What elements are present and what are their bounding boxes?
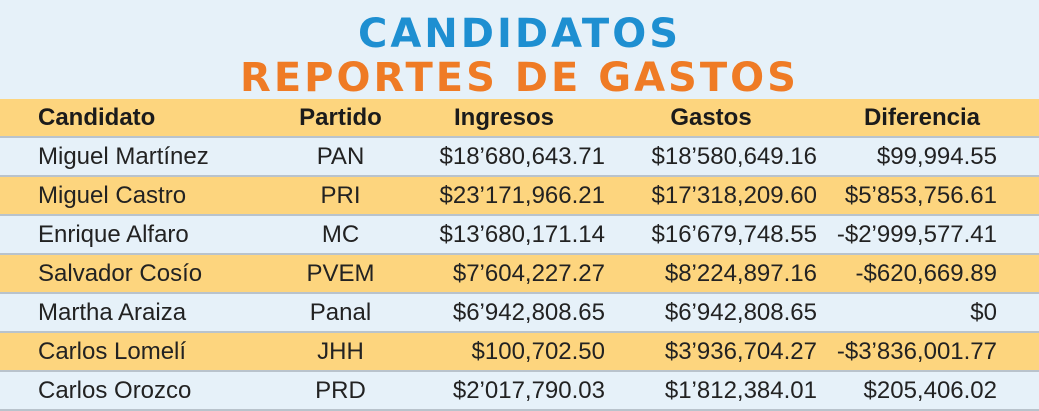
cell-partido: PVEM: [278, 254, 403, 293]
table-row: Miguel Martínez PAN $18’680,643.71 $18’5…: [0, 137, 1039, 176]
header-gastos: Gastos: [605, 99, 817, 137]
cell-ingresos: $23’171,966.21: [403, 176, 605, 215]
cell-ingresos: $13’680,171.14: [403, 215, 605, 254]
cell-candidato: Carlos Lomelí: [0, 332, 278, 371]
header-diferencia: Diferencia: [817, 99, 1039, 137]
cell-gastos: $17’318,209.60: [605, 176, 817, 215]
table-row: Enrique Alfaro MC $13’680,171.14 $16’679…: [0, 215, 1039, 254]
page-title: CANDIDATOS: [357, 11, 682, 57]
cell-gastos: $18’580,649.16: [605, 137, 817, 176]
cell-partido: MC: [278, 215, 403, 254]
table-header-row: Candidato Partido Ingresos Gastos Difere…: [0, 99, 1039, 137]
table-row: Carlos Lomelí JHH $100,702.50 $3’936,704…: [0, 332, 1039, 371]
cell-candidato: Salvador Cosío: [0, 254, 278, 293]
cell-ingresos: $6’942,808.65: [403, 293, 605, 332]
cell-ingresos: $100,702.50: [403, 332, 605, 371]
header-partido: Partido: [278, 99, 403, 137]
table-row: Salvador Cosío PVEM $7’604,227.27 $8’224…: [0, 254, 1039, 293]
cell-gastos: $16’679,748.55: [605, 215, 817, 254]
page-subtitle: REPORTES DE GASTOS: [240, 55, 799, 101]
cell-candidato: Miguel Castro: [0, 176, 278, 215]
cell-candidato: Enrique Alfaro: [0, 215, 278, 254]
cell-diferencia: $5’853,756.61: [817, 176, 1039, 215]
cell-diferencia: $99,994.55: [817, 137, 1039, 176]
cell-candidato: Carlos Orozco: [0, 371, 278, 410]
cell-partido: JHH: [278, 332, 403, 371]
cell-diferencia: -$2’999,577.41: [817, 215, 1039, 254]
cell-diferencia: $0: [817, 293, 1039, 332]
cell-candidato: Miguel Martínez: [0, 137, 278, 176]
cell-gastos: $6’942,808.65: [605, 293, 817, 332]
cell-gastos: $8’224,897.16: [605, 254, 817, 293]
cell-gastos: $1’812,384.01: [605, 371, 817, 410]
cell-ingresos: $2’017,790.03: [403, 371, 605, 410]
cell-partido: PAN: [278, 137, 403, 176]
cell-gastos: $3’936,704.27: [605, 332, 817, 371]
cell-ingresos: $18’680,643.71: [403, 137, 605, 176]
cell-diferencia: $205,406.02: [817, 371, 1039, 410]
cell-partido: PRD: [278, 371, 403, 410]
cell-candidato: Martha Araiza: [0, 293, 278, 332]
cell-partido: Panal: [278, 293, 403, 332]
expenses-table: Candidato Partido Ingresos Gastos Difere…: [0, 99, 1039, 411]
cell-partido: PRI: [278, 176, 403, 215]
cell-diferencia: -$3’836,001.77: [817, 332, 1039, 371]
cell-diferencia: -$620,669.89: [817, 254, 1039, 293]
table-row: Martha Araiza Panal $6’942,808.65 $6’942…: [0, 293, 1039, 332]
cell-ingresos: $7’604,227.27: [403, 254, 605, 293]
header-ingresos: Ingresos: [403, 99, 605, 137]
header-candidato: Candidato: [0, 99, 278, 137]
table-row: Carlos Orozco PRD $2’017,790.03 $1’812,3…: [0, 371, 1039, 410]
table-row: Miguel Castro PRI $23’171,966.21 $17’318…: [0, 176, 1039, 215]
